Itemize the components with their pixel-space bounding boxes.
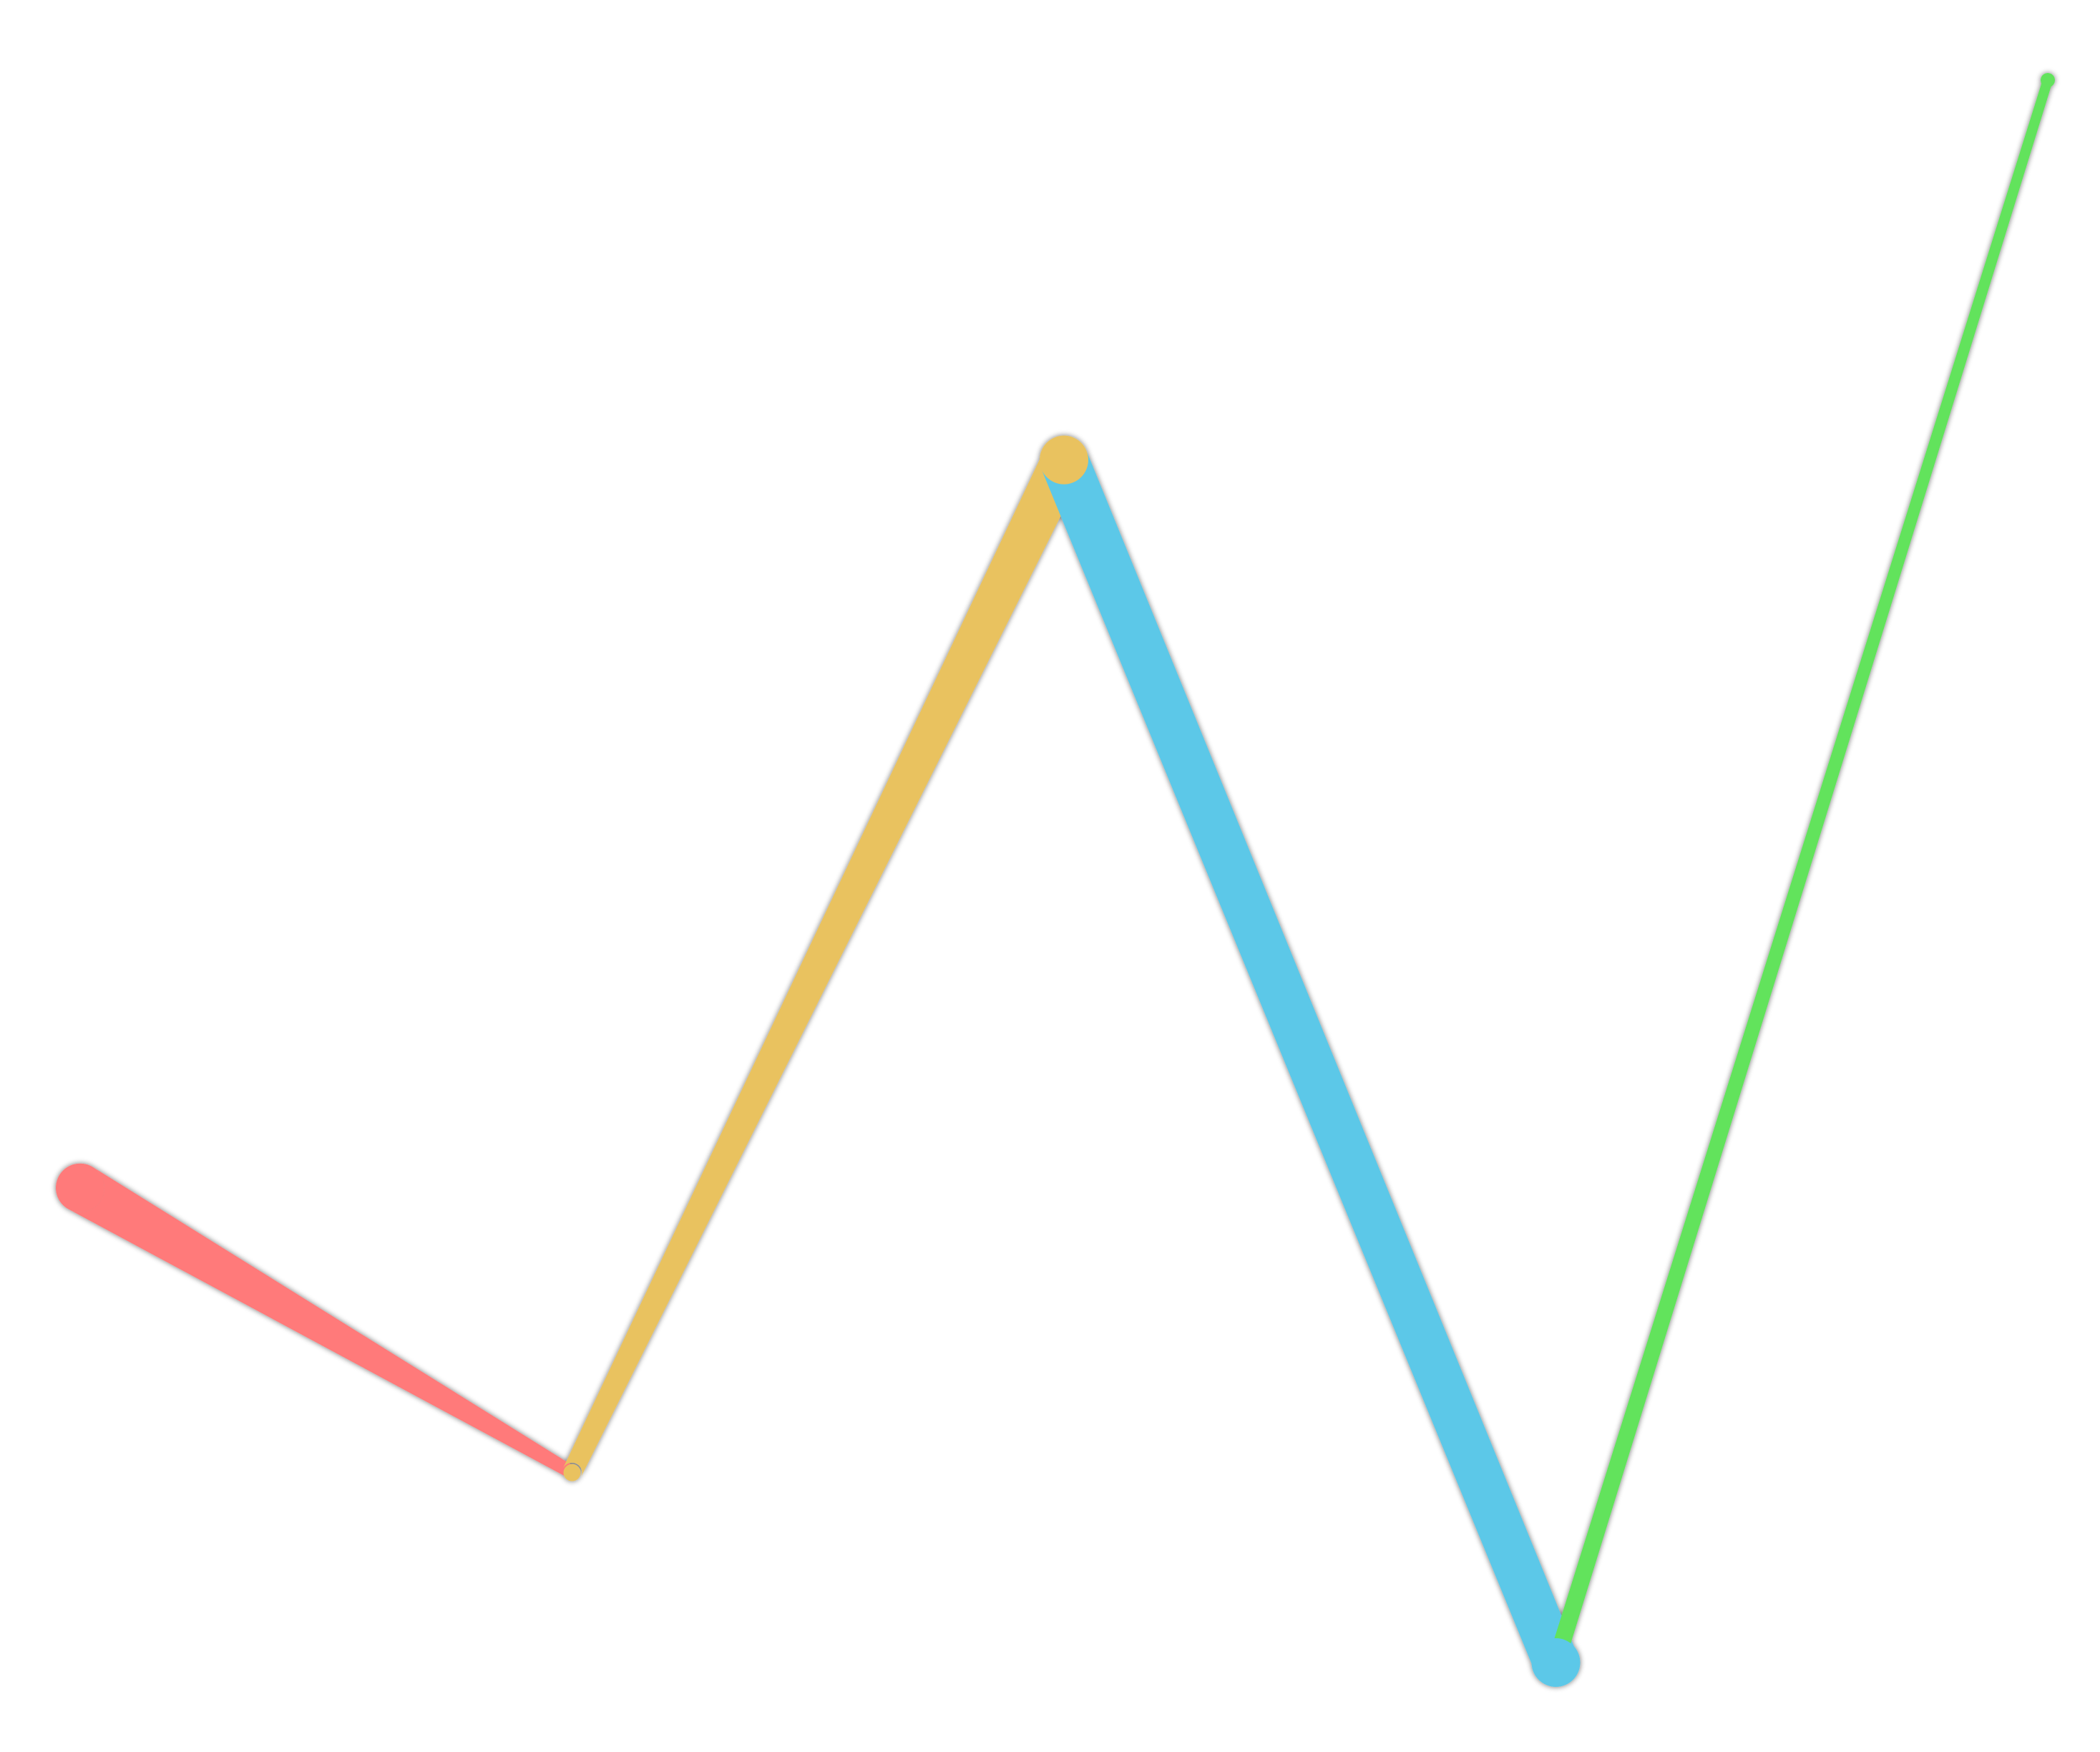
line-segment-1 <box>67 1167 576 1479</box>
data-point-4 <box>1531 1638 1581 1687</box>
line-segment-2 <box>562 450 1084 1477</box>
line-segment-3 <box>1041 450 1578 1672</box>
line-segment-4 <box>1548 78 2053 1665</box>
line-segment-body-3 <box>1041 450 1578 1672</box>
line-segment-body-4 <box>1548 78 2053 1665</box>
data-point-1 <box>56 1163 104 1212</box>
data-point-2 <box>563 1464 581 1481</box>
line-segment-body-1 <box>67 1167 576 1479</box>
data-point-3 <box>1040 435 1088 485</box>
line-segments <box>56 73 2055 1687</box>
line-segment-body-2 <box>562 450 1084 1477</box>
data-point-5 <box>2041 73 2055 87</box>
